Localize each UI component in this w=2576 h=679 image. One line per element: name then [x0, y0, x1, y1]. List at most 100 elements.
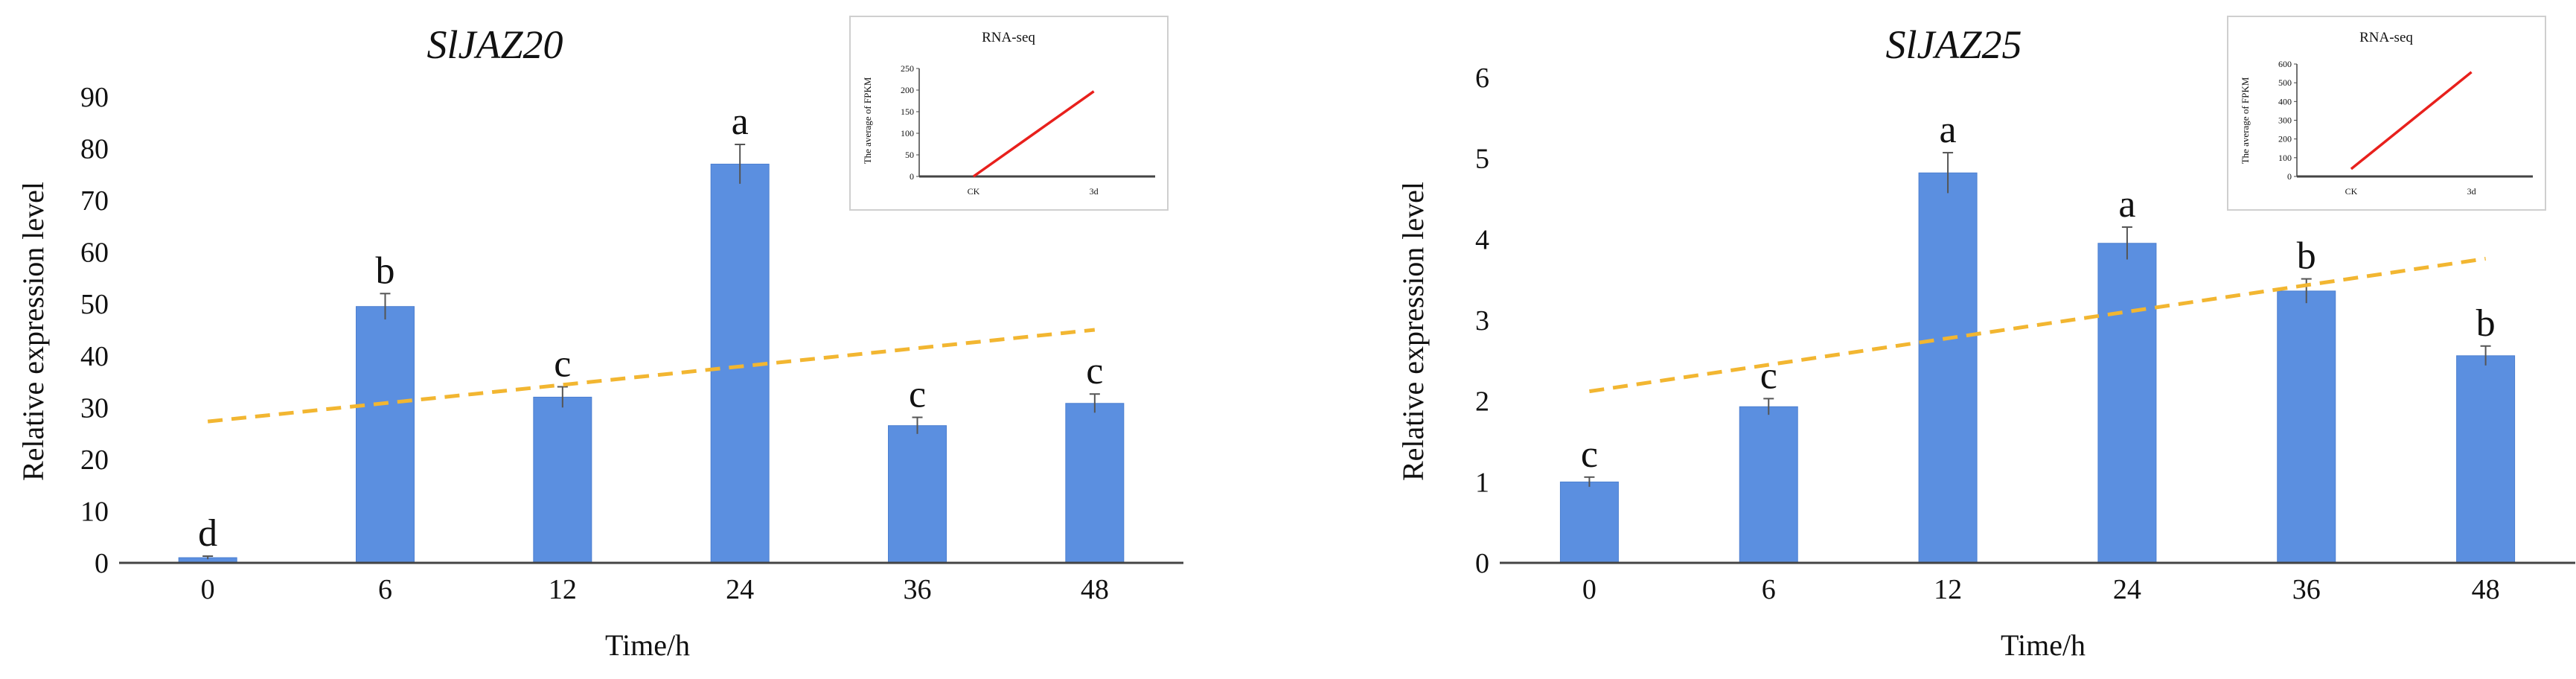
- inset-title: RNA-seq: [982, 30, 1035, 45]
- significance-letter: d: [198, 512, 217, 555]
- bar-36: [888, 425, 947, 564]
- y-axis-label: Relative expression level: [1396, 182, 1430, 481]
- inset-y-tick-label: 600: [2278, 59, 2292, 69]
- significance-letter: a: [2118, 183, 2135, 226]
- y-tick-label: 20: [80, 444, 109, 476]
- error-bar: [1763, 398, 1774, 415]
- x-tick-label: 24: [726, 574, 754, 605]
- y-tick-label: 0: [95, 548, 109, 579]
- trend-line: [207, 328, 1096, 424]
- significance-letter: b: [2476, 302, 2496, 345]
- significance-letter: c: [1581, 433, 1598, 476]
- error-bar: [735, 143, 746, 184]
- error-bar: [1089, 393, 1100, 413]
- chart-slJAZ25: SlJAZ25 Relative expression level Time/h…: [1396, 16, 2575, 662]
- y-tick-label: 10: [80, 496, 109, 527]
- significance-letter: c: [1086, 350, 1103, 392]
- y-tick-label: 5: [1475, 144, 1489, 175]
- y-axis-label: Relative expression level: [16, 182, 50, 481]
- inset-y-tick-label: 150: [901, 106, 914, 117]
- x-tick-label: 0: [201, 574, 215, 605]
- y-tick-label: 0: [1475, 548, 1489, 579]
- inset-y-tick-label: 400: [2278, 96, 2292, 106]
- significance-letter: b: [2297, 235, 2316, 278]
- error-bar: [1584, 476, 1595, 487]
- inset-y-label: The average of FPKM: [2240, 77, 2251, 164]
- bar-0: [1559, 481, 1619, 564]
- inset-chart: RNA-seq The average of FPKM 0 100 200 300 40…: [2227, 16, 2546, 211]
- y-tick-label: 80: [80, 134, 109, 165]
- y-tick-label: 3: [1475, 305, 1489, 337]
- inset-frame: [849, 16, 1169, 211]
- trend-line: [1589, 256, 2486, 394]
- x-axis-label: Time/h: [2001, 628, 2086, 662]
- inset-y-tick-label: 0: [2287, 171, 2292, 182]
- bar-36: [2277, 290, 2336, 564]
- bar-48: [1065, 403, 1125, 564]
- significance-letter: a: [732, 101, 749, 143]
- x-tick-label: 24: [2113, 574, 2141, 605]
- inset-x-tick-label: CK: [2345, 186, 2358, 197]
- inset-y-tick-label: 200: [2278, 134, 2292, 144]
- bar-12: [533, 396, 592, 564]
- x-tick-label: 6: [1762, 574, 1776, 605]
- x-tick-label: 36: [904, 574, 932, 605]
- x-tick-label: 48: [1081, 574, 1109, 605]
- bar-24: [2097, 243, 2157, 564]
- inset-series-line: [2350, 71, 2473, 170]
- inset-y-tick-label: 100: [901, 128, 914, 138]
- error-bar: [2121, 226, 2132, 260]
- error-bar: [1943, 152, 1954, 194]
- inset-y-tick-label: 500: [2278, 77, 2292, 88]
- error-bar: [557, 386, 568, 408]
- inset-y-tick-label: 300: [2278, 115, 2292, 126]
- inset-y-tick-label: 250: [901, 63, 914, 74]
- x-tick-label: 36: [2292, 574, 2321, 605]
- bar-6: [1739, 406, 1798, 564]
- plot-area: 0 10 20 30 40 50 60 70 80 90 d 0 b 6 c 12 a 24 c 36 c 48: [80, 82, 1183, 605]
- x-tick-label: 12: [549, 574, 577, 605]
- inset-y-tick-label: 200: [901, 85, 914, 95]
- x-axis-label: Time/h: [605, 628, 690, 662]
- chart-title: SlJAZ20: [427, 22, 563, 67]
- inset-y-label: The average of FPKM: [862, 77, 873, 164]
- x-tick-label: 6: [378, 574, 392, 605]
- y-tick-label: 2: [1475, 386, 1489, 418]
- error-bar: [202, 555, 214, 560]
- x-tick-label: 48: [2472, 574, 2500, 605]
- y-tick-label: 50: [80, 289, 109, 320]
- inset-y-tick-label: 0: [910, 171, 914, 182]
- inset-title: RNA-seq: [2359, 30, 2413, 45]
- chart-slJAZ20: SlJAZ20 Relative expression level Time/h…: [16, 16, 1183, 662]
- error-bar: [2301, 278, 2312, 304]
- bar-12: [1918, 172, 1978, 564]
- y-tick-label: 70: [80, 185, 109, 217]
- y-tick-label: 30: [80, 392, 109, 424]
- inset-y-tick-label: 100: [2278, 153, 2292, 163]
- bar-48: [2456, 355, 2516, 564]
- inset-x-tick-label: CK: [968, 186, 980, 197]
- inset-frame: [2227, 16, 2546, 211]
- error-bar: [2480, 345, 2491, 366]
- y-tick-label: 40: [80, 341, 109, 372]
- x-tick-label: 12: [1934, 574, 1962, 605]
- inset-y-tick-label: 50: [905, 150, 914, 160]
- error-bar: [912, 416, 923, 434]
- x-tick-label: 0: [1582, 574, 1597, 605]
- y-tick-label: 6: [1475, 63, 1489, 94]
- significance-letter: c: [1760, 354, 1777, 397]
- chart-title: SlJAZ25: [1886, 22, 2022, 67]
- y-tick-label: 4: [1475, 224, 1489, 255]
- inset-x-tick-label: 3d: [2467, 186, 2476, 197]
- significance-letter: c: [554, 343, 571, 386]
- bar-6: [356, 306, 415, 564]
- significance-letter: a: [1940, 109, 1957, 151]
- y-tick-label: 60: [80, 238, 109, 269]
- y-tick-label: 90: [80, 82, 109, 113]
- significance-letter: c: [909, 374, 926, 416]
- inset-chart: RNA-seq The average of FPKM 0 50 100 150 200…: [849, 16, 1169, 211]
- inset-series-line: [972, 90, 1095, 178]
- inset-x-tick-label: 3d: [1090, 186, 1099, 197]
